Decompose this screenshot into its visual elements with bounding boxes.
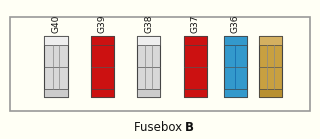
Bar <box>10 17 310 111</box>
Bar <box>259 36 282 45</box>
Text: G36: G36 <box>231 15 240 33</box>
Bar <box>137 36 160 97</box>
Bar <box>184 36 207 45</box>
Text: G37: G37 <box>191 15 200 33</box>
Bar <box>44 89 68 97</box>
Bar <box>44 36 68 45</box>
Bar <box>224 89 247 97</box>
Bar <box>224 36 247 45</box>
Bar <box>224 36 247 97</box>
Bar <box>137 89 160 97</box>
Text: B: B <box>185 121 194 134</box>
Bar <box>91 89 114 97</box>
Bar <box>44 36 68 97</box>
Bar <box>91 36 114 97</box>
Bar <box>184 89 207 97</box>
Text: Fusebox: Fusebox <box>134 121 186 134</box>
Text: G38: G38 <box>144 15 153 33</box>
Bar <box>259 89 282 97</box>
Bar <box>184 36 207 97</box>
Text: G39: G39 <box>98 15 107 33</box>
Bar <box>91 36 114 45</box>
Bar <box>137 36 160 45</box>
Text: G40: G40 <box>52 15 60 33</box>
Bar <box>259 36 282 97</box>
